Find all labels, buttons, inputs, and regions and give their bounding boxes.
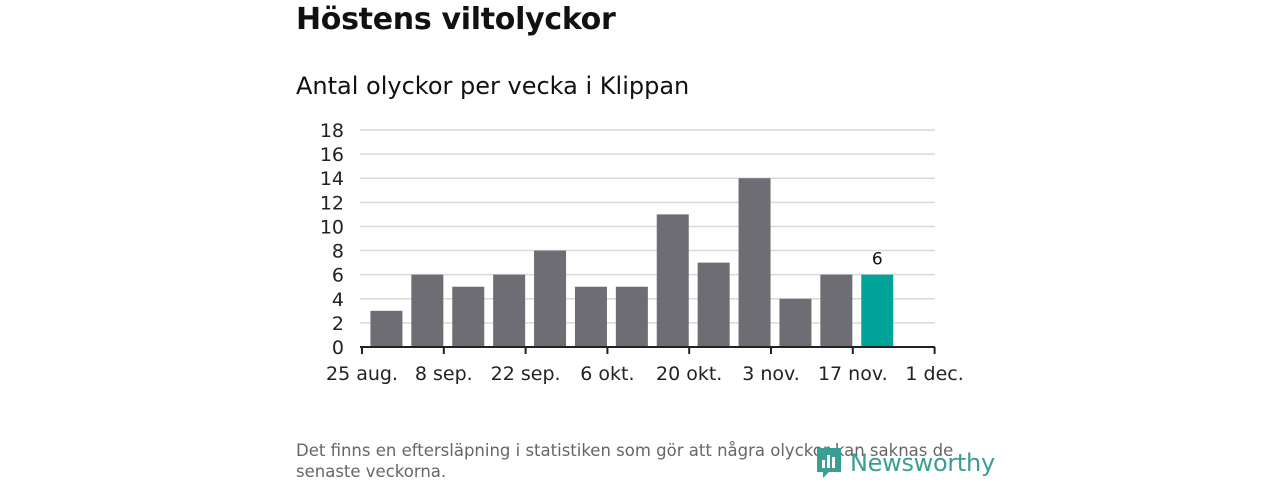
y-tick-label: 18 [320, 120, 344, 142]
bar [411, 274, 444, 347]
newsworthy-logo: Newsworthy [814, 446, 995, 480]
newsworthy-logo-icon [817, 448, 841, 478]
y-tick-label: 10 [320, 216, 344, 238]
y-tick-label: 14 [320, 168, 344, 190]
bar [820, 274, 853, 347]
bar-highlight [861, 274, 894, 347]
x-tick-label: 17 nov. [818, 363, 888, 385]
bar [370, 310, 403, 347]
x-tick-label: 6 okt. [580, 363, 634, 385]
newsworthy-logo-text: Newsworthy [850, 449, 995, 477]
y-tick-label: 16 [320, 144, 344, 166]
y-tick-label: 12 [320, 192, 344, 214]
y-tick-label: 6 [332, 265, 344, 287]
bars [370, 178, 894, 347]
bar [493, 274, 526, 347]
x-tick-label: 3 nov. [742, 363, 800, 385]
data-label: 6 [872, 250, 883, 270]
x-tick-label: 1 dec. [905, 363, 963, 385]
x-tick-label: 22 sep. [491, 363, 561, 385]
chart-title: Höstens viltolyckor [296, 2, 616, 37]
x-tick-label: 20 okt. [656, 363, 722, 385]
bar [534, 250, 567, 347]
x-tick-label: 8 sep. [415, 363, 473, 385]
bar [779, 298, 812, 347]
y-tick-label: 4 [332, 289, 344, 311]
chart-subtitle: Antal olyckor per vecka i Klippan [296, 72, 690, 100]
bar [574, 286, 607, 347]
footnote: Det finns en eftersläpning i statistiken… [296, 441, 954, 481]
x-tick-label: 25 aug. [326, 363, 398, 385]
x-axis: 25 aug. 8 sep. 22 sep. 6 okt. 20 okt. 3 nov. 1… [326, 346, 964, 385]
bar [452, 286, 485, 347]
data-labels: 6 [872, 250, 883, 270]
y-tick-label: 8 [332, 241, 344, 263]
bar [697, 262, 730, 347]
grid-lines [360, 129, 935, 324]
bar [615, 286, 648, 347]
y-tick-label: 2 [332, 313, 344, 335]
bar [656, 214, 689, 347]
y-tick-label: 0 [332, 337, 344, 359]
bar [738, 178, 771, 347]
